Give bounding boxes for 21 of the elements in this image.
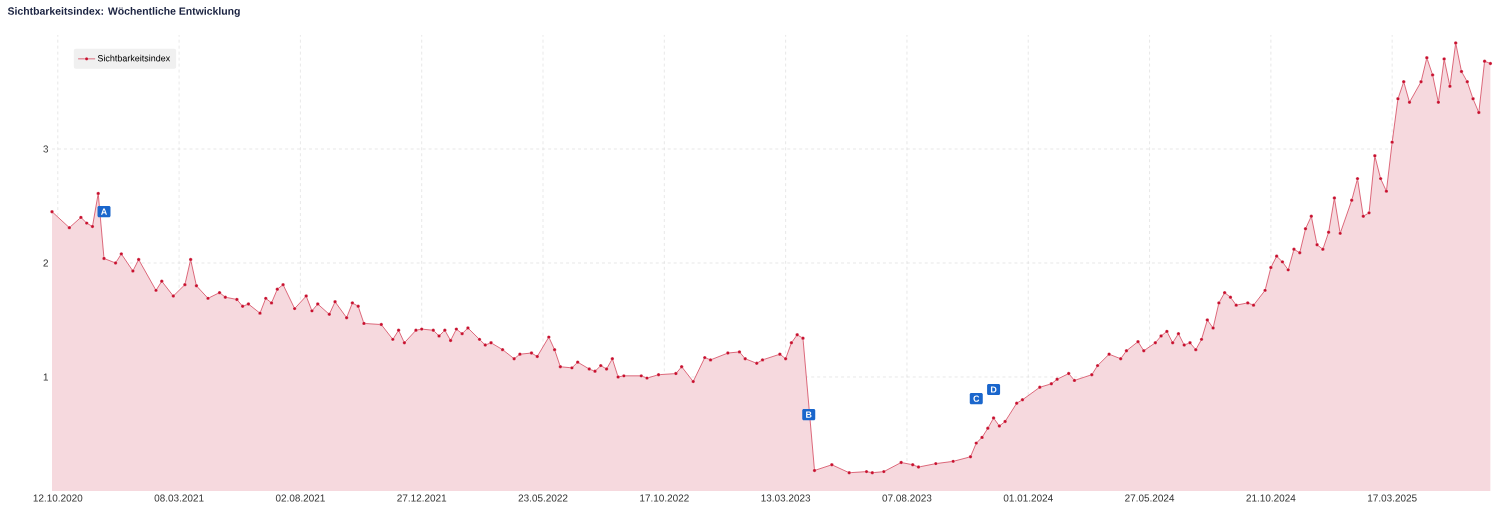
legend-label: Sichtbarkeitsindex (97, 54, 171, 62)
y-tick-label: 1 (43, 373, 49, 381)
x-tick-label: 21.10.2024 (1246, 494, 1296, 502)
annotation: D (990, 386, 997, 393)
x-tick-label: 13.03.2023 (761, 494, 811, 502)
x-tick-label: 23.05.2022 (518, 494, 568, 502)
x-tick-label: 02.08.2021 (275, 494, 325, 502)
x-tick-label: 07.08.2023 (882, 494, 932, 502)
x-tick-label: 17.03.2025 (1368, 494, 1417, 502)
y-tick-label: 3 (43, 145, 49, 153)
annotation: B (806, 411, 812, 418)
x-tick-label: 17.10.2022 (640, 494, 689, 502)
annotation: A (100, 208, 107, 215)
y-tick-label: 2 (43, 259, 48, 267)
annotation: C (973, 395, 980, 402)
x-tick-label: 08.03.2021 (154, 494, 204, 502)
x-tick-label: 27.12.2021 (397, 494, 447, 502)
x-tick-label: 01.01.2024 (1003, 494, 1053, 502)
chart-title: Sichtbarkeitsindex: Wöchentliche Entwicklung (7, 7, 240, 17)
x-tick-label: 27.05.2024 (1125, 494, 1175, 502)
x-tick-label: 12.10.2020 (33, 494, 83, 502)
